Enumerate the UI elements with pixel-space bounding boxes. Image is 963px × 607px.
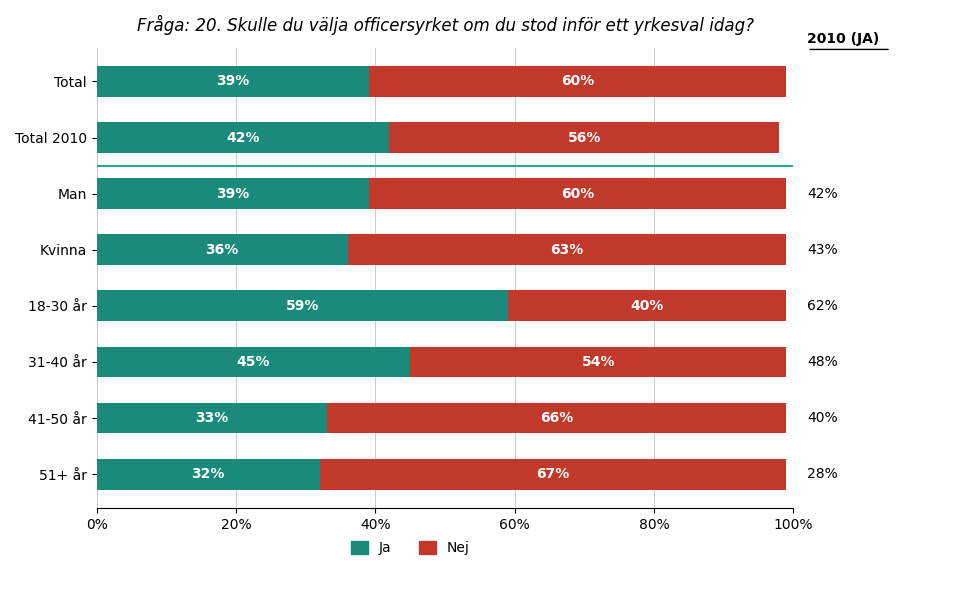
Bar (326, 402, 787, 433)
Text: 43%: 43% (807, 243, 838, 257)
Text: 54%: 54% (582, 355, 615, 369)
Text: 40%: 40% (631, 299, 664, 313)
Bar (97, 178, 369, 209)
Bar (369, 66, 787, 97)
Text: 40%: 40% (807, 411, 838, 425)
Bar (97, 402, 326, 433)
Text: 45%: 45% (237, 355, 271, 369)
Text: 63%: 63% (551, 243, 584, 257)
Text: 28%: 28% (807, 467, 838, 481)
Text: 60%: 60% (560, 75, 594, 89)
Text: 59%: 59% (286, 299, 319, 313)
Text: 62%: 62% (807, 299, 838, 313)
Text: 32%: 32% (192, 467, 225, 481)
Bar (410, 347, 787, 378)
Bar (97, 290, 508, 321)
Title: Fråga: 20. Skulle du välja officersyrket om du stod inför ett yrkesval idag?: Fråga: 20. Skulle du välja officersyrket… (137, 15, 754, 35)
Bar (348, 234, 787, 265)
Bar (508, 290, 787, 321)
Text: 39%: 39% (216, 186, 249, 201)
Text: 33%: 33% (195, 411, 228, 425)
Text: 67%: 67% (536, 467, 570, 481)
Bar (369, 178, 787, 209)
Text: 42%: 42% (226, 131, 260, 144)
Text: 66%: 66% (540, 411, 573, 425)
Bar (97, 459, 320, 490)
Text: 56%: 56% (568, 131, 601, 144)
Text: 39%: 39% (216, 75, 249, 89)
Bar (97, 347, 410, 378)
Legend: Ja, Nej: Ja, Nej (346, 535, 476, 561)
Bar (97, 122, 389, 153)
Text: 2010 (JA): 2010 (JA) (807, 32, 879, 46)
Bar (320, 459, 787, 490)
Text: 60%: 60% (560, 186, 594, 201)
Bar (97, 234, 348, 265)
Bar (97, 66, 369, 97)
Text: 48%: 48% (807, 355, 838, 369)
Text: 36%: 36% (206, 243, 239, 257)
Bar (389, 122, 779, 153)
Text: 42%: 42% (807, 186, 838, 201)
